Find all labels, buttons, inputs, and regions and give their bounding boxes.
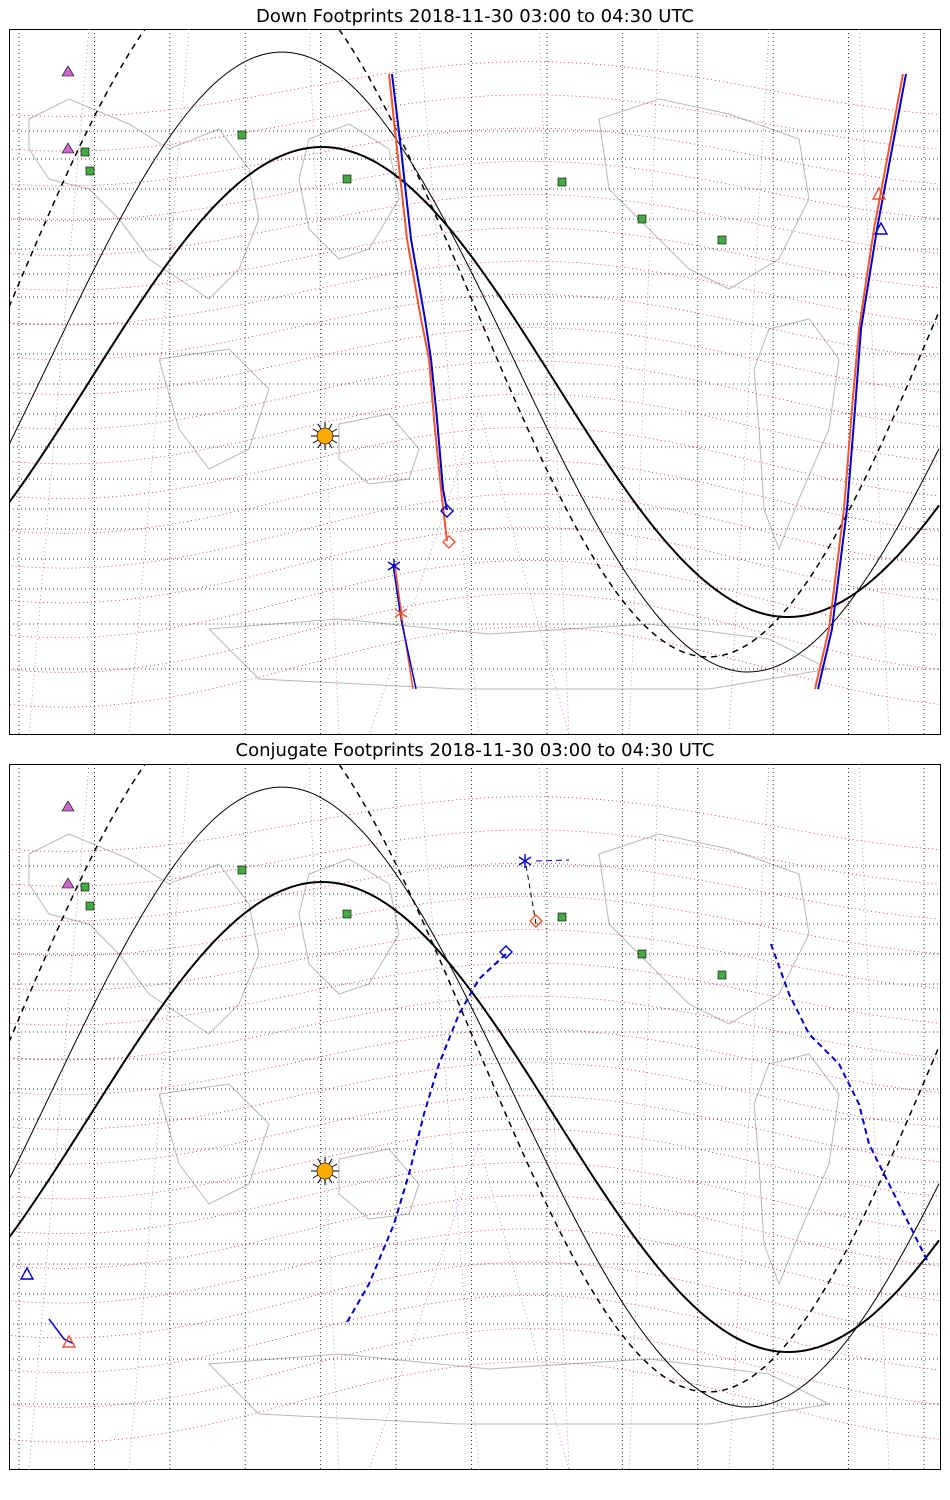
- land-outline: [28, 98, 260, 300]
- view-center-triangle-b: [871, 186, 887, 200]
- elfin-b-footprint-track: [388, 73, 448, 542]
- vlf-green-square: [557, 177, 567, 187]
- terminator-100km: [9, 51, 940, 673]
- down-footprints-map: [9, 29, 941, 735]
- land-outline: [158, 1083, 270, 1205]
- vlf-green-square: [342, 174, 352, 184]
- start-time-diamond-a: [440, 504, 454, 518]
- start-time-diamond-b: [442, 535, 456, 549]
- end-time-asterisk-a: [387, 559, 401, 573]
- mag-latitude-line: [9, 160, 940, 233]
- mag-meridian-line: [538, 764, 570, 1470]
- vlf-green-square: [85, 166, 95, 176]
- start-time-diamond-b: [529, 914, 543, 928]
- sun-icon: [311, 422, 339, 450]
- mag-latitude-line: [9, 227, 940, 303]
- land-outline: [158, 348, 270, 470]
- mag-latitude-line: [9, 1328, 940, 1424]
- mag-latitude-line: [9, 559, 940, 654]
- vlf-green-square: [237, 130, 247, 140]
- land-outline: [753, 318, 840, 551]
- elfin-a-footprint-track: [770, 943, 930, 1265]
- elfin-b-footprint-track: [524, 858, 537, 925]
- elfin-b-footprint-track: [814, 73, 904, 690]
- conjugate-footprints-title: Conjugate Footprints 2018-11-30 03:00 to…: [235, 740, 715, 761]
- elfin-a-footprint-track: [48, 1318, 75, 1345]
- eiscat-triangle: [61, 877, 75, 889]
- mag-latitude-line: [9, 593, 940, 689]
- vlf-green-square: [85, 901, 95, 911]
- map-frame: [9, 764, 941, 1470]
- vlf-green-square: [80, 882, 90, 892]
- mag-meridian-line: [308, 29, 340, 735]
- mag-latitude-line: [9, 194, 940, 268]
- vlf-green-square: [637, 214, 647, 224]
- elfin-a-footprint-track: [391, 73, 448, 511]
- sun-icon: [311, 1157, 339, 1185]
- terminator-ground: [9, 880, 940, 1354]
- mag-meridian-line: [858, 764, 890, 1470]
- eiscat-triangle: [61, 800, 75, 812]
- mag-meridian-line: [308, 764, 340, 1470]
- mag-meridian-line: [628, 29, 660, 735]
- mag-latitude-line: [9, 962, 940, 1038]
- elfin-a-footprint-track: [345, 953, 507, 1325]
- eiscat-triangle: [61, 65, 75, 77]
- mag-latitude-line: [9, 526, 940, 619]
- end-time-asterisk-b: [394, 606, 408, 620]
- land-outline: [598, 98, 810, 290]
- mag-latitude-line: [9, 1261, 940, 1354]
- elfin-a-footprint-track: [535, 859, 570, 862]
- land-outline: [28, 833, 260, 1035]
- mag-latitude-line: [9, 1294, 940, 1389]
- down-footprints-title: Down Footprints 2018-11-30 03:00 to 04:3…: [256, 6, 694, 27]
- end-time-asterisk-a: [518, 854, 532, 868]
- terminator-100km: [9, 786, 940, 1408]
- mag-latitude-line: [9, 1128, 940, 1213]
- vlf-green-square: [342, 909, 352, 919]
- mag-latitude-line: [9, 360, 940, 443]
- mag-latitude-line: [9, 1095, 940, 1178]
- mag-meridian-line: [368, 408, 480, 735]
- map-frame: [9, 29, 941, 735]
- mag-latitude-line: [9, 895, 940, 968]
- elfin-a-footprint-track: [817, 73, 907, 690]
- start-time-diamond-a: [499, 945, 513, 959]
- terminator-ground: [9, 145, 940, 619]
- vlf-green-square: [637, 949, 647, 959]
- view-center-triangle-a: [19, 1266, 35, 1280]
- vlf-green-square: [80, 147, 90, 157]
- mag-latitude-line: [9, 929, 940, 1003]
- vlf-green-square: [237, 865, 247, 875]
- elfin-b-footprint-track: [394, 563, 414, 690]
- view-center-triangle-a: [873, 221, 889, 235]
- view-center-triangle-b: [61, 1334, 77, 1348]
- conjugate-footprints-map: [9, 764, 941, 1470]
- eiscat-triangle: [61, 142, 75, 154]
- mag-meridian-line: [478, 408, 570, 735]
- mag-meridian-line: [628, 764, 660, 1470]
- land-outline: [598, 833, 810, 1025]
- land-outline: [753, 1053, 840, 1286]
- vlf-green-square: [557, 912, 567, 922]
- mag-meridian-line: [368, 1143, 480, 1470]
- vlf-green-square: [717, 970, 727, 980]
- mag-meridian-line: [478, 1143, 570, 1470]
- mag-meridian-line: [858, 29, 890, 735]
- mag-latitude-line: [9, 393, 940, 478]
- mag-meridian-line: [538, 29, 570, 735]
- vlf-green-square: [717, 235, 727, 245]
